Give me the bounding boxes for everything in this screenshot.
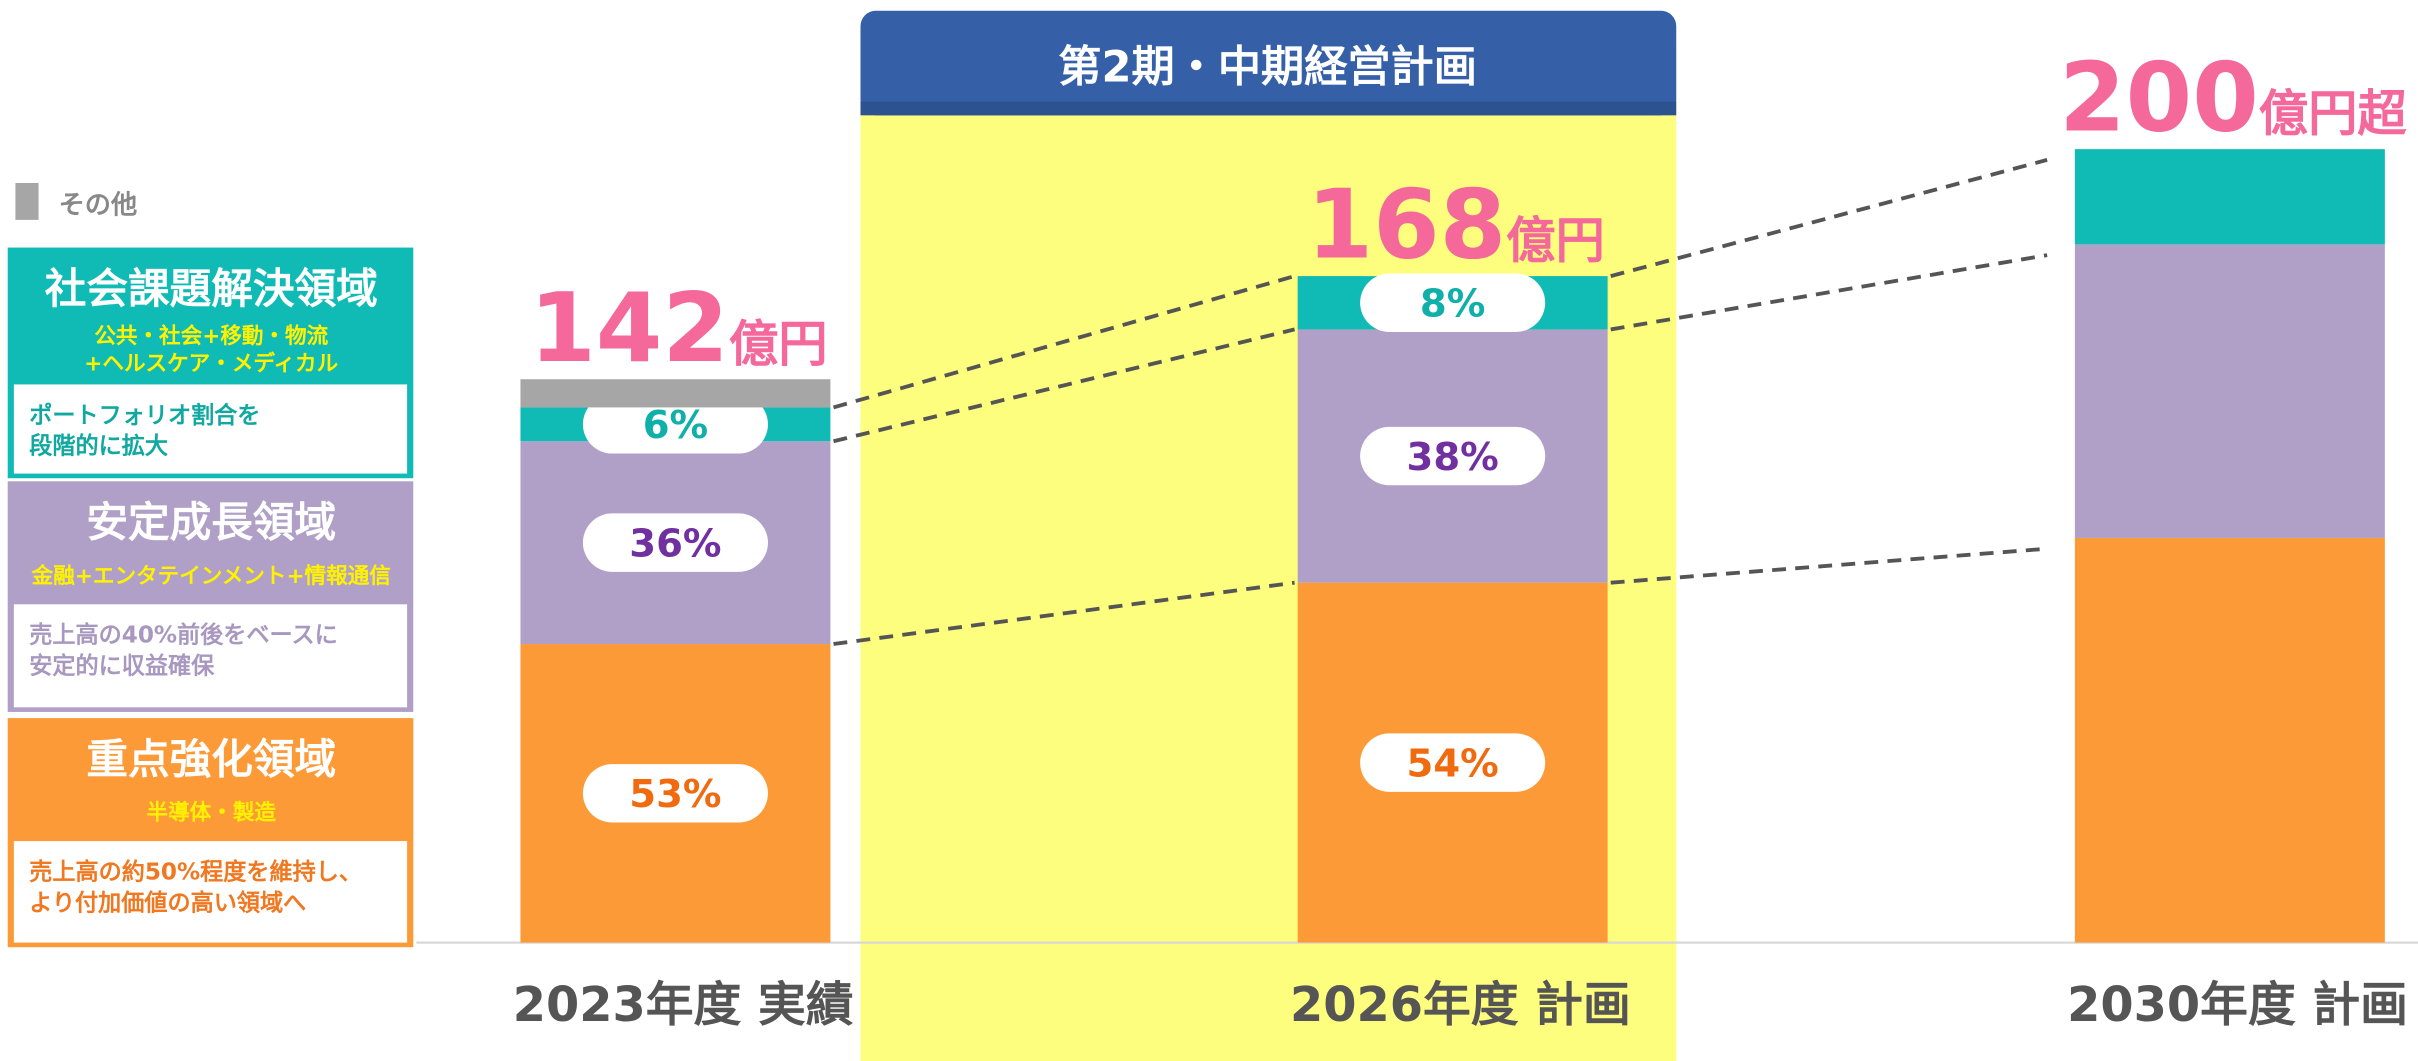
legend-note: 売上高の約50%程度を維持し、 [29, 859, 362, 886]
legend-detail: 金融+エンタテインメント+情報通信 [31, 563, 391, 589]
legend-note-box [13, 841, 408, 943]
legend-detail: 半導体・製造 [147, 800, 277, 826]
connector [833, 580, 1295, 646]
value-label: 54% [1407, 742, 1499, 787]
value-label-bg [1360, 733, 1546, 792]
legend-note: ポートフォリオ割合を [29, 402, 260, 429]
value-label: 53% [629, 772, 721, 817]
total-unit: 億円 [1506, 212, 1605, 270]
banner-title: 第2期・中期経営計画 [1058, 43, 1477, 93]
value-label-bg [1360, 426, 1546, 486]
legend-note: 売上高の40%前後をベースに [29, 622, 337, 649]
value-label: 36% [629, 522, 721, 567]
legend-detail: 公共・社会+移動・物流 [94, 323, 328, 349]
banner-shadow [860, 101, 1677, 116]
connector [833, 327, 1296, 444]
legend-note-box [13, 384, 408, 474]
total-unit: 億円 [729, 315, 828, 373]
bar-segment [520, 379, 831, 408]
legend-detail: +ヘルスケア・メディカル [84, 351, 338, 377]
value-label-bg [582, 513, 768, 572]
value-label: 6% [643, 403, 708, 448]
value-label-bg [1360, 273, 1546, 332]
bar-segment [2074, 149, 2385, 245]
legend-title: 社会課題解決領域 [45, 264, 378, 313]
connector [1610, 546, 2048, 585]
value-label: 8% [1420, 282, 1485, 327]
total-unit: 億円超 [2259, 85, 2408, 143]
total-value: 142 [529, 272, 729, 384]
legend-title: 安定成長領域 [86, 498, 336, 547]
legend-note: 安定的に収益確保 [29, 653, 215, 680]
x-tick-label: 2023年度 実績 [513, 978, 854, 1033]
legend-note: より付加価値の高い領域へ [29, 889, 306, 916]
connector [832, 274, 1296, 410]
x-tick-label: 2026年度 計画 [1290, 978, 1631, 1033]
legend-note-box [13, 604, 408, 708]
bar-segment [2074, 537, 2385, 943]
x-tick-label: 2030年度 計画 [2067, 978, 2408, 1033]
total-label: 200億円超 [2059, 42, 2407, 154]
bar-segment [2074, 244, 2385, 538]
value-label: 38% [1407, 435, 1499, 480]
total-value: 200 [2059, 42, 2259, 154]
banner [860, 10, 1677, 116]
legend-note: 段階的に拡大 [29, 433, 168, 460]
legend-label: その他 [59, 191, 138, 221]
value-label-bg [582, 764, 768, 823]
connector [1610, 158, 2048, 278]
total-label: 168億円 [1307, 169, 1605, 281]
legend-title: 重点強化領域 [86, 735, 336, 784]
value-label-bg [582, 395, 768, 454]
total-value: 168 [1307, 169, 1507, 281]
legend-swatch [15, 182, 39, 220]
total-label: 142億円 [529, 272, 827, 384]
connector [1610, 253, 2048, 332]
